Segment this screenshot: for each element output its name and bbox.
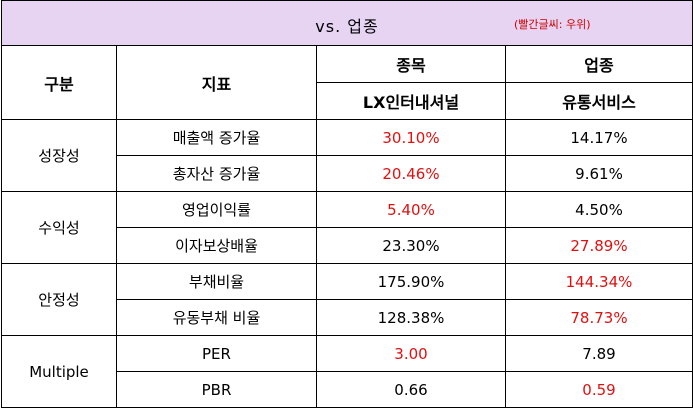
- header-stock: 종목: [316, 45, 506, 83]
- indicator-cell: PER: [116, 335, 317, 372]
- indicator-cell: 영업이익률: [116, 191, 317, 228]
- stock-value-cell: 175.90%: [316, 263, 506, 300]
- industry-value-cell: 4.50%: [505, 191, 693, 228]
- indicator-cell: 부채비율: [116, 263, 317, 300]
- industry-value-cell: 144.34%: [505, 263, 693, 300]
- group-label: Multiple: [1, 335, 117, 408]
- stock-value-cell: 5.40%: [316, 191, 506, 228]
- table-row: 수익성 영업이익률 5.40% 4.50%: [1, 191, 693, 264]
- industry-value-cell: 27.89%: [505, 227, 693, 264]
- indicator-cell: 매출액 증가율: [116, 119, 317, 156]
- banner-row: vs. 업종 (빨간글씨: 우위): [1, 0, 693, 46]
- table-row: 안정성 부채비율 175.90% 144.34%: [1, 263, 693, 336]
- header-row: 구분 지표 종목 업종: [1, 45, 693, 120]
- industry-name: 유통서비스: [505, 82, 693, 120]
- group-label: 수익성: [1, 191, 117, 264]
- table-row: 총자산 증가율 20.46% 9.61%: [2, 155, 693, 192]
- industry-value-cell: 9.61%: [505, 155, 693, 192]
- stock-value-cell: 128.38%: [316, 299, 506, 336]
- indicator-cell: 총자산 증가율: [116, 155, 317, 192]
- header-indicator: 지표: [116, 45, 317, 120]
- header-industry: 업종: [505, 45, 693, 83]
- indicator-cell: PBR: [116, 371, 317, 408]
- table-row: PBR 0.66 0.59: [2, 371, 693, 408]
- stock-value-cell: 23.30%: [316, 227, 506, 264]
- group-label: 안정성: [1, 263, 117, 336]
- stock-value-cell: 0.66: [316, 371, 506, 408]
- banner-title: vs. 업종: [315, 17, 379, 36]
- header-group: 구분: [1, 45, 117, 120]
- industry-value-cell: 78.73%: [505, 299, 693, 336]
- indicator-cell: 이자보상배율: [116, 227, 317, 264]
- legend-note: (빨간글씨: 우위): [514, 18, 591, 31]
- group-label: 성장성: [1, 119, 117, 192]
- banner-cell: vs. 업종 (빨간글씨: 우위): [1, 0, 693, 46]
- stock-value-cell: 30.10%: [316, 119, 506, 156]
- table-body: 성장성 매출액 증가율 30.10% 14.17% 총자산 증가율 20.46% 9.61%…: [1, 119, 693, 408]
- table-row: 성장성 매출액 증가율 30.10% 14.17%: [1, 119, 693, 192]
- stock-value-cell: 3.00: [316, 335, 506, 372]
- industry-value-cell: 0.59: [505, 371, 693, 408]
- industry-value-cell: 7.89: [505, 335, 693, 372]
- industry-value-cell: 14.17%: [505, 119, 693, 156]
- table-row: 이자보상배율 23.30% 27.89%: [2, 227, 693, 264]
- stock-value-cell: 20.46%: [316, 155, 506, 192]
- stock-name: LX인터내셔널: [316, 82, 506, 120]
- indicator-cell: 유동부채 비율: [116, 299, 317, 336]
- header-subrow: LX인터내셔널 유통서비스: [2, 82, 693, 120]
- table-row: Multiple PER 3.00 7.89: [1, 335, 693, 408]
